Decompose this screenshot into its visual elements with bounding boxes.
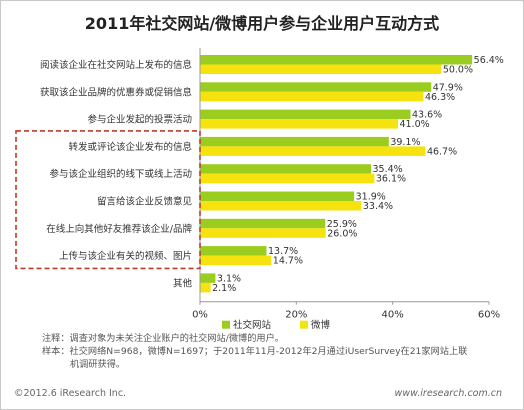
bar-social	[200, 55, 473, 65]
data-label: 26.0%	[327, 228, 357, 239]
bar-social	[200, 218, 326, 229]
data-label: 13.7%	[268, 246, 298, 257]
category-label: 在线上向其他好友推荐该企业/品牌	[46, 223, 192, 235]
note-line-1: 注释：调查对象为未关注企业账户的社交网站/微博的用户。	[42, 333, 284, 344]
data-label: 56.4%	[474, 55, 504, 66]
category-label: 上传与该企业有关的视频、图片	[59, 250, 192, 262]
legend-label: 社交网站	[233, 319, 272, 330]
bar-social	[200, 273, 216, 283]
data-label: 41.0%	[399, 119, 429, 130]
data-label: 43.6%	[412, 110, 442, 121]
note-line-2: 样本：社交网络N=968，微博N=1697；于2011年11月-2012年2月通…	[42, 346, 468, 357]
x-tick-label: 20%	[285, 310, 307, 321]
bar-social	[200, 82, 432, 92]
x-tick-label: 60%	[478, 310, 500, 321]
category-label: 阅读该企业在社交网站上发布的信息	[40, 59, 192, 71]
category-label: 留言给该企业反馈意见	[97, 196, 192, 208]
data-label: 46.7%	[427, 146, 457, 157]
x-tick-label: 0%	[192, 310, 208, 321]
bar-social	[200, 246, 267, 256]
bar-weibo	[200, 228, 326, 238]
bar-weibo	[200, 282, 211, 293]
category-label: 参与企业发起的投票活动	[87, 114, 192, 126]
data-label: 3.1%	[217, 273, 241, 284]
category-label: 获取该企业品牌的优惠券或促销信息	[40, 86, 192, 98]
data-label: 46.3%	[425, 92, 455, 103]
bar-weibo	[200, 119, 398, 129]
data-label: 33.4%	[363, 201, 393, 212]
category-label: 转发或评论该企业发布的信息	[68, 141, 192, 153]
category-label: 其他	[173, 277, 193, 289]
highlight-box	[15, 130, 201, 270]
data-label: 36.1%	[376, 174, 406, 185]
data-label: 50.0%	[443, 65, 473, 76]
chart-title: 2011年社交网站/微博用户参与企业用户互动方式	[84, 14, 440, 33]
bar-weibo	[200, 201, 362, 211]
bar-weibo	[200, 91, 424, 102]
bar-social	[200, 164, 372, 174]
legend-swatch	[300, 320, 308, 329]
legend-swatch	[222, 320, 230, 329]
copyright-text: ©2012.6 iResearch Inc.	[14, 388, 127, 399]
data-label: 14.7%	[273, 256, 303, 267]
data-label: 39.1%	[390, 137, 420, 148]
bar-social	[200, 109, 411, 120]
data-label: 25.9%	[327, 219, 357, 230]
bar-social	[200, 136, 389, 147]
data-label: 31.9%	[356, 192, 386, 203]
legend-label: 微博	[311, 319, 331, 330]
bar-weibo	[200, 146, 426, 156]
chart-notes: 注释：调查对象为未关注企业账户的社交网站/微博的用户。 样本：社交网络N=968…	[42, 332, 502, 371]
note-line-3: 机调研获得。	[70, 359, 126, 370]
data-label: 2.1%	[212, 283, 236, 294]
bar-social	[200, 191, 355, 201]
bar-weibo	[200, 255, 272, 266]
bar-weibo	[200, 64, 442, 74]
category-label: 参与该企业组织的线下或线上活动	[49, 168, 192, 180]
bar-weibo	[200, 173, 375, 184]
website-text: www.iresearch.com.cn	[394, 388, 502, 399]
x-tick-label: 40%	[382, 310, 404, 321]
data-label: 35.4%	[373, 164, 403, 175]
bar-chart: 0% 20% 40% 60% 阅读该企业在社交网站上发布的信息 56.4%50.0% 获取该…	[15, 48, 504, 330]
data-label: 47.9%	[433, 82, 463, 93]
